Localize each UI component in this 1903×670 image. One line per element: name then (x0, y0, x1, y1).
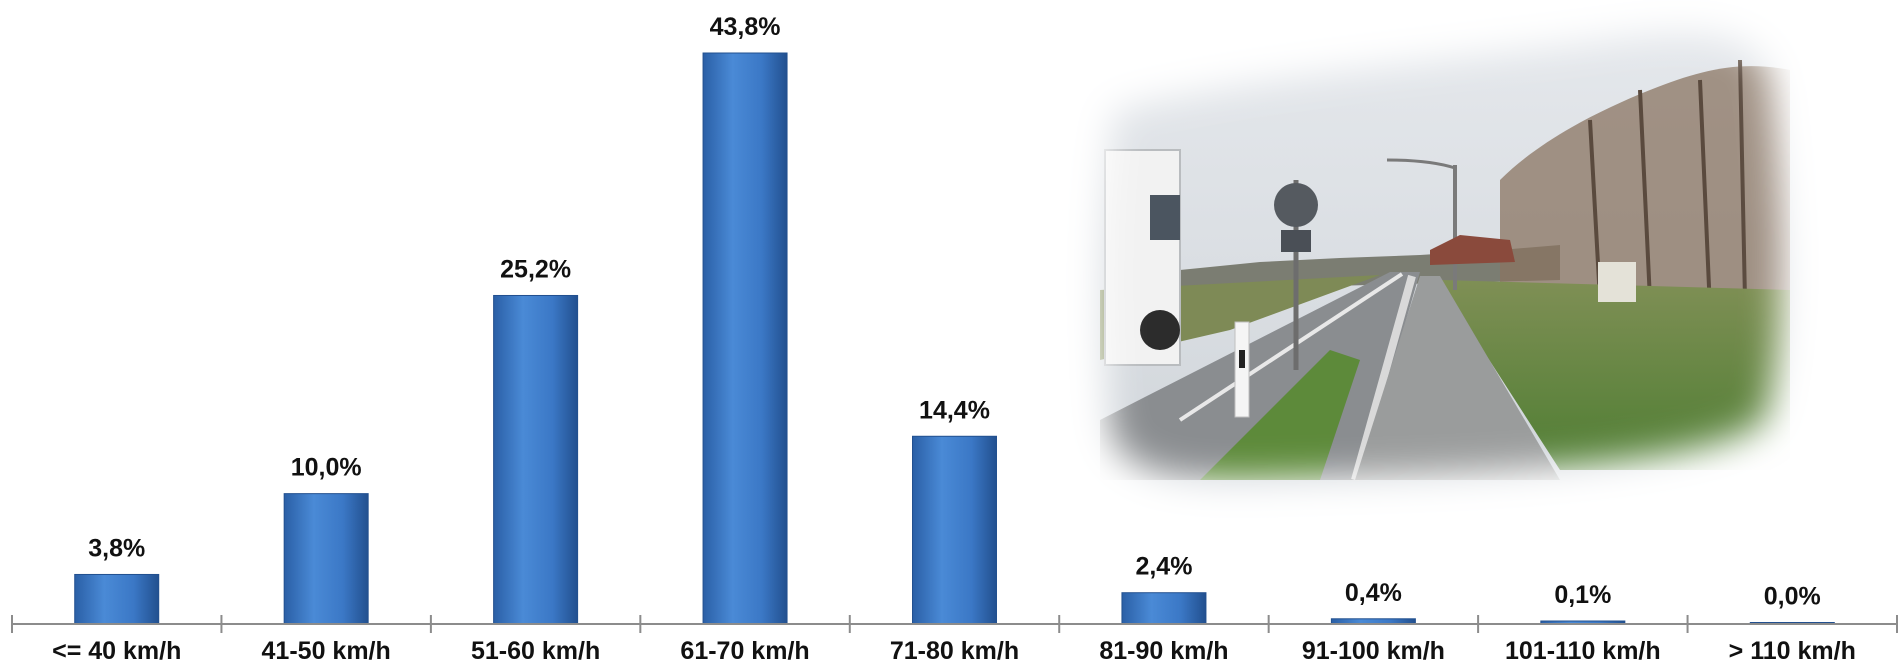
data-label: 0,1% (1554, 581, 1611, 609)
data-label: 43,8% (710, 13, 781, 41)
photo-right-field (1440, 280, 1790, 470)
photo-sign-disc (1274, 183, 1318, 227)
photo-tree-trunks (1588, 59, 1747, 311)
x-axis-tick-labels: <= 40 km/h 41-50 km/h 51-60 km/h 61-70 km/h… (52, 637, 1856, 665)
photo-road-marking (1178, 272, 1404, 422)
photo-footpath (1355, 276, 1560, 480)
bar (74, 573, 160, 625)
data-label: 0,0% (1764, 583, 1821, 611)
bar (912, 435, 997, 625)
photo-lamp-arm (1386, 158, 1456, 170)
x-tick-label: 71-80 km/h (890, 637, 1019, 665)
x-tick-label: 101-110 km/h (1505, 637, 1661, 665)
bars (74, 52, 1835, 625)
data-label: 14,4% (919, 396, 990, 424)
bar (1121, 592, 1207, 625)
x-tick-label: 51-60 km/h (471, 637, 600, 665)
x-tick-label: 61-70 km/h (680, 637, 809, 665)
data-label: 25,2% (500, 255, 571, 283)
data-label: 2,4% (1135, 553, 1192, 581)
x-tick-label: <= 40 km/h (52, 637, 181, 665)
photo-reflector-post (1234, 321, 1250, 418)
bar (493, 294, 579, 625)
photo-sign-plate (1281, 230, 1311, 252)
photo-reflector-band (1239, 350, 1245, 368)
photo-truck-wheel (1140, 310, 1180, 350)
photo-curb (1351, 274, 1416, 482)
data-label: 10,0% (291, 454, 362, 482)
x-tick-label: > 110 km/h (1729, 637, 1856, 665)
x-axis (11, 615, 1898, 633)
data-label: 3,8% (88, 534, 145, 562)
photo-utility-box (1598, 262, 1636, 302)
photo-house (1430, 235, 1515, 265)
data-labels: 3,8% 10,0% 25,2% 43,8% 14,4% 2,4% 0,4% 0,1% 0,0% (88, 13, 1821, 611)
data-label: 0,4% (1345, 579, 1402, 607)
x-tick-label: 81-90 km/h (1099, 637, 1228, 665)
x-tick-label: 91-100 km/h (1302, 637, 1445, 665)
bar (283, 493, 369, 625)
bar (702, 52, 788, 625)
photo-truck-window (1150, 195, 1180, 240)
photo-grass-strip (1200, 350, 1360, 480)
photo-road (1100, 272, 1420, 480)
x-tick-label: 41-50 km/h (262, 637, 391, 665)
road-photo-inset (1060, 0, 1903, 520)
